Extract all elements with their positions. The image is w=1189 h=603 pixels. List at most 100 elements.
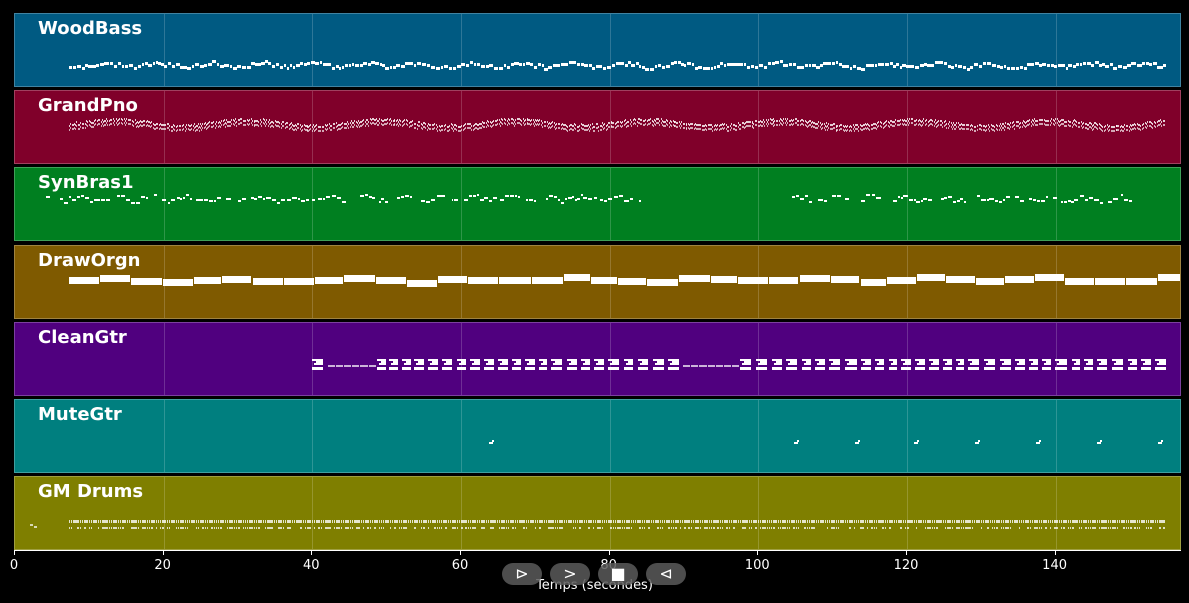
rewind-button[interactable]: ⊲ [646,563,686,585]
note [142,520,144,523]
note [1057,64,1062,67]
note [1087,527,1090,529]
note [472,125,474,127]
note [654,123,656,125]
note [1101,527,1103,529]
note [740,128,742,130]
note [672,124,674,126]
note [639,200,642,202]
note [1161,125,1163,127]
note [180,129,182,131]
note [604,127,606,129]
note [510,118,512,120]
note [838,125,840,127]
note [995,124,997,126]
note [1066,121,1068,123]
note [553,126,555,128]
note [231,527,233,529]
note [966,128,968,130]
note [833,123,835,125]
note [313,126,315,128]
note [407,120,409,122]
note [595,65,599,68]
note [347,520,349,523]
note [991,520,994,523]
note [404,123,406,125]
note [627,121,629,123]
note [986,125,988,127]
note [592,126,594,128]
note [942,520,945,523]
note [783,122,785,124]
note [84,123,86,125]
note [460,361,466,363]
note [1085,363,1093,365]
note [1015,196,1019,198]
note [664,121,666,123]
note [314,125,317,127]
note [267,121,269,123]
note [545,125,547,127]
note [876,124,878,126]
note [1062,64,1066,67]
note [867,123,869,125]
note [204,527,206,529]
play-button[interactable]: ⊳ [502,563,542,585]
note [741,126,743,128]
note [258,520,260,523]
note [1089,527,1092,529]
note [287,122,289,124]
note [76,121,78,123]
note [490,520,492,523]
note [383,123,385,125]
note [534,125,536,127]
note [208,122,210,124]
note [119,520,122,523]
note [435,128,437,130]
x-tick-label: 0 [9,558,19,573]
note [1159,520,1161,523]
note [880,520,882,523]
note [518,196,520,198]
note [915,367,925,370]
note [821,124,823,126]
note [1042,63,1047,66]
note [552,527,554,529]
note [900,123,902,125]
note [442,129,444,131]
note [703,129,705,131]
note [130,119,132,121]
note [801,119,803,121]
note [1070,125,1072,127]
note [568,129,570,131]
note [570,128,571,130]
note [597,127,598,129]
note [726,527,728,529]
note [949,520,951,523]
note [367,119,368,121]
stop-button[interactable]: ■ [598,563,638,585]
note [102,520,104,523]
note [982,62,987,65]
note [969,527,971,529]
note [537,119,538,121]
note [436,520,438,523]
note [1019,200,1025,202]
note [954,124,956,126]
note [1060,520,1063,523]
note [536,120,538,122]
track-label: MuteGtr [38,404,122,425]
forward-button[interactable]: > [550,563,590,585]
note [747,121,750,123]
note [742,520,744,523]
note [715,365,723,367]
note [155,520,157,523]
note [1072,124,1074,126]
note [1079,63,1083,66]
note [511,122,513,124]
note [954,128,956,130]
note [1143,123,1145,125]
note [773,125,775,127]
note [1039,440,1042,442]
note [540,124,542,126]
